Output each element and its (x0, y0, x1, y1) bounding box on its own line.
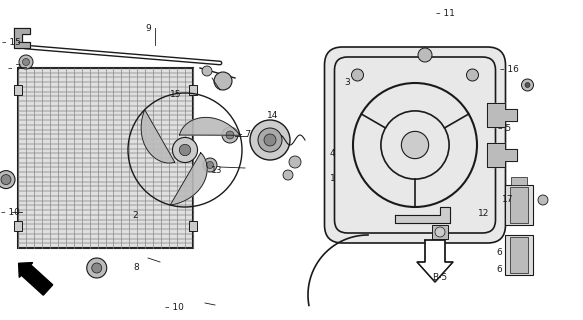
Circle shape (92, 263, 102, 273)
Text: – 11: – 11 (436, 9, 455, 18)
Circle shape (352, 69, 363, 81)
Circle shape (538, 195, 548, 205)
Text: 14: 14 (267, 110, 278, 119)
Text: 15: 15 (170, 90, 181, 99)
Polygon shape (487, 143, 518, 167)
Circle shape (250, 120, 290, 160)
Circle shape (0, 171, 15, 188)
Circle shape (435, 227, 445, 237)
Circle shape (283, 170, 293, 180)
Circle shape (214, 72, 232, 90)
Bar (189, 84, 197, 95)
Text: – 16: – 16 (500, 65, 519, 74)
Bar (18, 68, 193, 248)
Circle shape (1, 175, 11, 185)
Bar (432, 225, 448, 239)
Circle shape (258, 128, 282, 152)
Text: 1: 1 (330, 173, 336, 182)
Text: 17: 17 (502, 195, 514, 204)
Circle shape (203, 158, 217, 172)
Text: 3: 3 (344, 77, 350, 86)
Text: FR.: FR. (52, 270, 72, 290)
Circle shape (525, 83, 530, 87)
Circle shape (401, 132, 429, 159)
Circle shape (180, 144, 191, 156)
Text: 6: 6 (496, 266, 502, 275)
Polygon shape (180, 117, 240, 135)
FancyArrow shape (19, 263, 52, 295)
Text: – 7: – 7 (8, 63, 21, 73)
Text: – 5: – 5 (498, 124, 511, 132)
Circle shape (226, 131, 234, 139)
Polygon shape (14, 28, 30, 48)
Circle shape (206, 162, 213, 169)
FancyBboxPatch shape (325, 47, 505, 243)
Text: 8: 8 (133, 263, 139, 273)
Bar (189, 221, 197, 231)
Circle shape (87, 258, 107, 278)
Circle shape (173, 138, 198, 163)
Circle shape (466, 69, 479, 81)
Polygon shape (417, 240, 453, 282)
Text: 6: 6 (496, 247, 502, 257)
Circle shape (202, 66, 212, 76)
Bar (14, 84, 22, 95)
Text: 2: 2 (132, 211, 138, 220)
Text: 4: 4 (330, 148, 336, 157)
Bar (14, 221, 22, 231)
Bar (510, 187, 528, 223)
Text: 13: 13 (211, 165, 223, 174)
Circle shape (522, 79, 533, 91)
Text: 12: 12 (478, 209, 489, 218)
Text: – 15: – 15 (2, 37, 21, 46)
Polygon shape (141, 110, 175, 163)
Text: – 10: – 10 (165, 302, 184, 311)
Polygon shape (395, 207, 450, 223)
Text: – 10: – 10 (1, 207, 20, 217)
Text: B-5: B-5 (432, 274, 447, 283)
Text: 9: 9 (145, 23, 151, 33)
Polygon shape (170, 153, 207, 205)
Circle shape (289, 156, 301, 168)
Circle shape (19, 55, 33, 69)
Bar (510, 237, 528, 273)
Circle shape (23, 59, 30, 66)
Circle shape (222, 127, 238, 143)
Circle shape (264, 134, 276, 146)
Text: – 7: – 7 (238, 130, 251, 139)
Bar (505, 235, 533, 275)
Polygon shape (487, 103, 518, 127)
Bar (505, 185, 533, 225)
Bar (511, 177, 527, 185)
Circle shape (418, 48, 432, 62)
